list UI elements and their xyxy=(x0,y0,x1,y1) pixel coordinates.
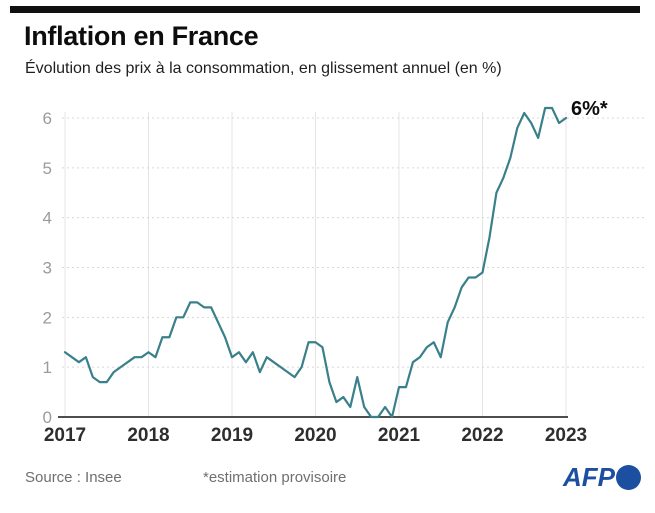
x-tick-label: 2021 xyxy=(378,425,421,446)
y-tick-label: 2 xyxy=(43,308,52,327)
inflation-line xyxy=(63,106,568,419)
x-tick-label: 2020 xyxy=(294,425,336,446)
footnote-label: *estimation provisoire xyxy=(203,469,347,486)
latest-value-annotation: 6%* xyxy=(571,98,608,120)
y-tick-label: 3 xyxy=(43,259,52,278)
top-accent-bar xyxy=(10,6,640,13)
afp-logo-dot-icon xyxy=(616,465,641,490)
x-tick-label: 2017 xyxy=(44,425,86,446)
y-tick-label: 1 xyxy=(43,358,52,377)
x-tick-label: 2019 xyxy=(211,425,253,446)
y-tick-label: 5 xyxy=(43,159,52,178)
x-tick-label: 2018 xyxy=(127,425,169,446)
page-subtitle: Évolution des prix à la consommation, en… xyxy=(25,60,502,77)
afp-logo: AFP xyxy=(563,462,641,493)
y-tick-label: 0 xyxy=(43,408,52,427)
source-label: Source : Insee xyxy=(25,469,122,486)
y-tick-label: 4 xyxy=(43,209,52,228)
y-tick-label: 6 xyxy=(43,109,52,128)
page-title: Inflation en France xyxy=(24,21,259,51)
x-tick-label: 2022 xyxy=(461,425,503,446)
afp-logo-text: AFP xyxy=(563,462,615,492)
x-tick-label: 2023 xyxy=(545,425,587,446)
